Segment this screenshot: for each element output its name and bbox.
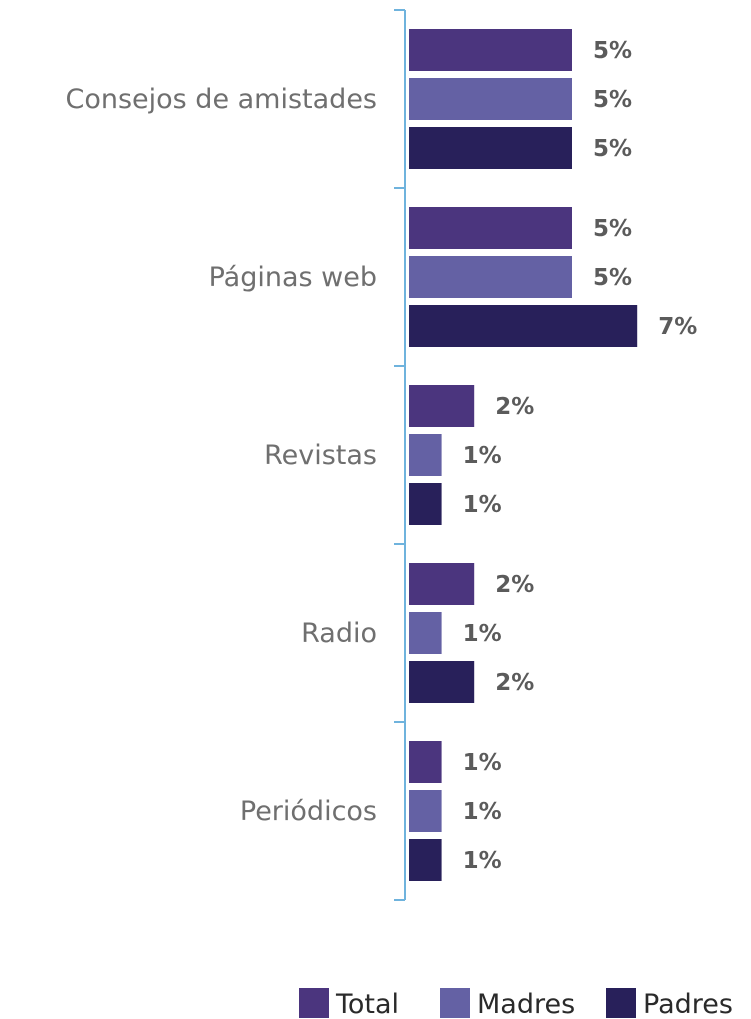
category-axis xyxy=(394,9,406,901)
bar-padres-revistas xyxy=(409,483,442,525)
category-labels: Consejos de amistades Páginas web Revistas… xyxy=(65,84,377,827)
bar-padres-consejos-de-amistades xyxy=(409,127,572,169)
category-label-consejos-de-amistades: Consejos de amistades xyxy=(65,84,377,115)
bar-madres-periodicos xyxy=(409,790,442,832)
value-label-total-consejos-de-amistades: 5% xyxy=(593,38,632,64)
legend-label-padres: Padres xyxy=(643,989,733,1019)
value-label-padres-revistas: 1% xyxy=(463,492,502,518)
bar-padres-paginas-web xyxy=(409,305,638,347)
value-label-padres-consejos-de-amistades: 5% xyxy=(593,136,632,162)
legend-label-total: Total xyxy=(335,989,399,1019)
bar-madres-consejos-de-amistades xyxy=(409,78,572,120)
value-labels: 5% 5% 5% 5% 5% 7% 2% 1% 1% 2% 1% 2% 1% 1% 1% xyxy=(463,38,698,874)
value-label-total-revistas: 2% xyxy=(495,394,534,420)
category-label-revistas: Revistas xyxy=(264,440,377,471)
legend-swatch-padres xyxy=(606,988,636,1018)
value-label-padres-periodicos: 1% xyxy=(463,848,502,874)
legend: Total Madres Padres xyxy=(299,988,733,1019)
value-label-padres-radio: 2% xyxy=(495,670,534,696)
value-label-madres-radio: 1% xyxy=(463,621,502,647)
value-label-total-radio: 2% xyxy=(495,572,534,598)
category-label-paginas-web: Páginas web xyxy=(209,262,377,293)
bar-madres-paginas-web xyxy=(409,256,572,298)
legend-label-madres: Madres xyxy=(477,989,575,1019)
legend-swatch-total xyxy=(299,988,329,1018)
bar-total-radio xyxy=(409,563,475,605)
bar-padres-periodicos xyxy=(409,839,442,881)
bar-padres-radio xyxy=(409,661,475,703)
value-label-total-paginas-web: 5% xyxy=(593,216,632,242)
legend-swatch-madres xyxy=(440,988,470,1018)
category-label-periodicos: Periódicos xyxy=(240,796,377,827)
bar-madres-revistas xyxy=(409,434,442,476)
value-label-madres-revistas: 1% xyxy=(463,443,502,469)
value-label-total-periodicos: 1% xyxy=(463,750,502,776)
bar-total-periodicos xyxy=(409,741,442,783)
bar-total-paginas-web xyxy=(409,207,572,249)
value-label-madres-periodicos: 1% xyxy=(463,799,502,825)
value-label-padres-paginas-web: 7% xyxy=(658,314,697,340)
bar-total-revistas xyxy=(409,385,475,427)
bar-total-consejos-de-amistades xyxy=(409,29,572,71)
bar-madres-radio xyxy=(409,612,442,654)
category-label-radio: Radio xyxy=(301,618,377,649)
value-label-madres-paginas-web: 5% xyxy=(593,265,632,291)
value-label-madres-consejos-de-amistades: 5% xyxy=(593,87,632,113)
bars xyxy=(409,29,638,881)
